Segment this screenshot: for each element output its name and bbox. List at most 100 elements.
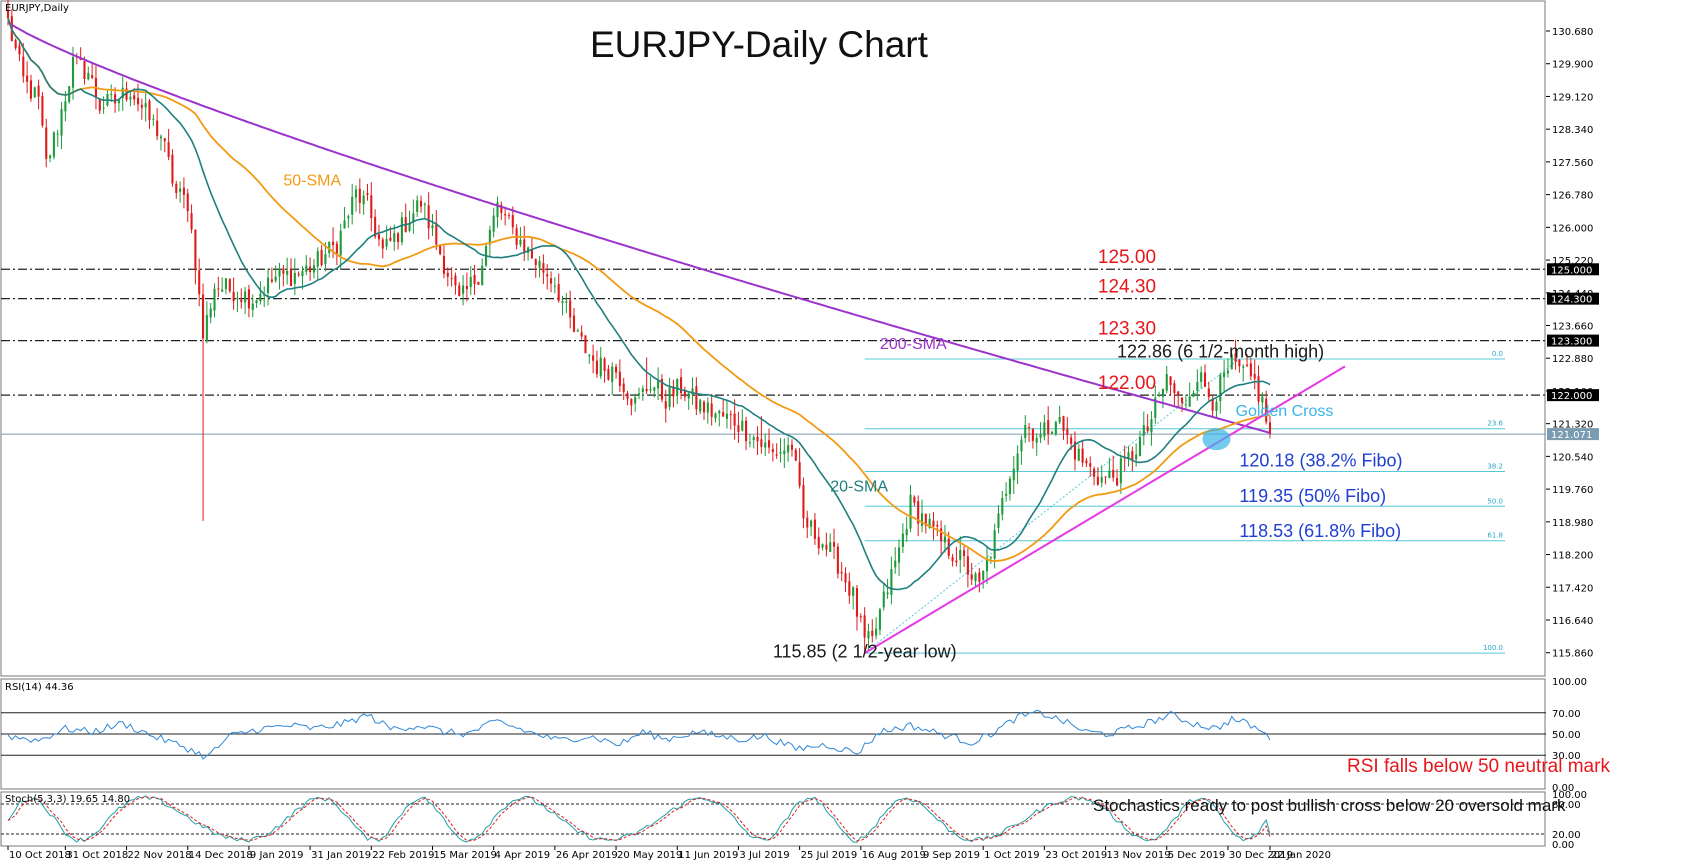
candle-body <box>963 550 966 557</box>
candle-body <box>259 293 262 302</box>
candle-body <box>1062 416 1065 431</box>
candle <box>366 183 369 201</box>
candle <box>148 99 151 129</box>
candle <box>1093 466 1096 486</box>
candle-body <box>1253 373 1256 379</box>
candle <box>26 61 29 94</box>
candle-body <box>332 241 335 246</box>
candle-body <box>377 234 380 240</box>
candle-body <box>810 520 813 527</box>
candle <box>492 207 495 238</box>
candle-body <box>1219 374 1222 402</box>
candle-body <box>1215 401 1218 411</box>
candle-body <box>133 95 136 100</box>
symbol-label: EURJPY,Daily <box>5 3 69 14</box>
candle-body <box>1035 437 1038 443</box>
candle <box>232 277 235 310</box>
x-tick-label: 9 Sep 2019 <box>923 850 980 860</box>
candle-body <box>844 573 847 583</box>
candle <box>431 214 434 237</box>
y-tick-label: 118.200 <box>1552 551 1593 562</box>
candle <box>305 255 308 276</box>
candle <box>985 546 989 584</box>
candle-body <box>580 332 583 337</box>
candle <box>622 377 625 400</box>
candle-body <box>297 273 300 275</box>
candle <box>83 56 86 85</box>
candle <box>790 439 794 457</box>
candle <box>52 131 55 160</box>
candle <box>611 362 614 396</box>
candle <box>997 505 1000 534</box>
candle-body <box>507 215 511 217</box>
fibo-ratio-label: 23.6 <box>1487 420 1503 428</box>
price-box-label: 122.000 <box>1551 391 1592 402</box>
candle-body <box>228 279 231 292</box>
candle <box>569 290 572 329</box>
candle <box>607 364 610 381</box>
candle-body <box>347 216 350 219</box>
candle <box>1257 365 1260 412</box>
candle-body <box>423 203 426 205</box>
candle-body <box>951 557 954 562</box>
candle <box>905 516 908 542</box>
candle-body <box>351 196 354 215</box>
candle <box>722 399 725 417</box>
candle-body <box>1058 416 1061 423</box>
candle-body <box>431 225 434 229</box>
price-box-label: 125.000 <box>1551 265 1592 276</box>
candle <box>6 0 10 26</box>
candle <box>867 623 870 651</box>
candle <box>435 210 438 250</box>
candle-body <box>549 278 553 284</box>
candle-body <box>913 496 916 503</box>
candle <box>810 519 813 537</box>
candle <box>98 98 101 115</box>
candle-body <box>1047 420 1050 434</box>
candle-body <box>255 300 258 304</box>
candle <box>702 400 706 420</box>
x-tick-label: 22 Nov 2018 <box>128 850 192 860</box>
candle <box>1016 445 1019 484</box>
candle <box>1268 415 1272 439</box>
candle <box>637 387 641 400</box>
candle-body <box>286 270 289 275</box>
candle-body <box>442 255 446 274</box>
candle-body <box>565 301 568 303</box>
candle-body <box>653 387 656 391</box>
candle <box>718 409 721 427</box>
candle <box>1226 358 1229 378</box>
candle <box>794 448 797 462</box>
candle <box>1073 431 1077 471</box>
candle <box>546 264 549 290</box>
x-tick-label: 20 May 2019 <box>617 850 682 860</box>
candle-body <box>657 381 660 389</box>
candle <box>1112 455 1115 482</box>
y-tick-label: 116.640 <box>1552 616 1593 627</box>
candle <box>565 292 568 314</box>
candle-body <box>22 56 25 77</box>
candle <box>22 43 25 83</box>
candle-body <box>607 368 610 380</box>
candle <box>339 223 342 271</box>
sma50-line <box>7 17 1271 562</box>
candle-body <box>251 303 254 310</box>
candle <box>859 613 862 623</box>
candle-body <box>848 581 851 596</box>
candle <box>121 76 124 111</box>
candle <box>836 543 839 579</box>
candle-body <box>175 183 178 193</box>
candle <box>572 307 576 333</box>
candle-body <box>722 412 725 417</box>
candle-body <box>985 558 989 572</box>
candle <box>343 206 346 229</box>
candle <box>244 286 247 315</box>
candle-body <box>1108 470 1111 479</box>
candle <box>236 291 239 313</box>
candle <box>45 118 48 168</box>
candle <box>576 328 579 332</box>
candle <box>710 393 713 426</box>
candle <box>500 201 503 221</box>
stoch-k-line <box>7 795 1271 843</box>
candle <box>1020 435 1023 465</box>
